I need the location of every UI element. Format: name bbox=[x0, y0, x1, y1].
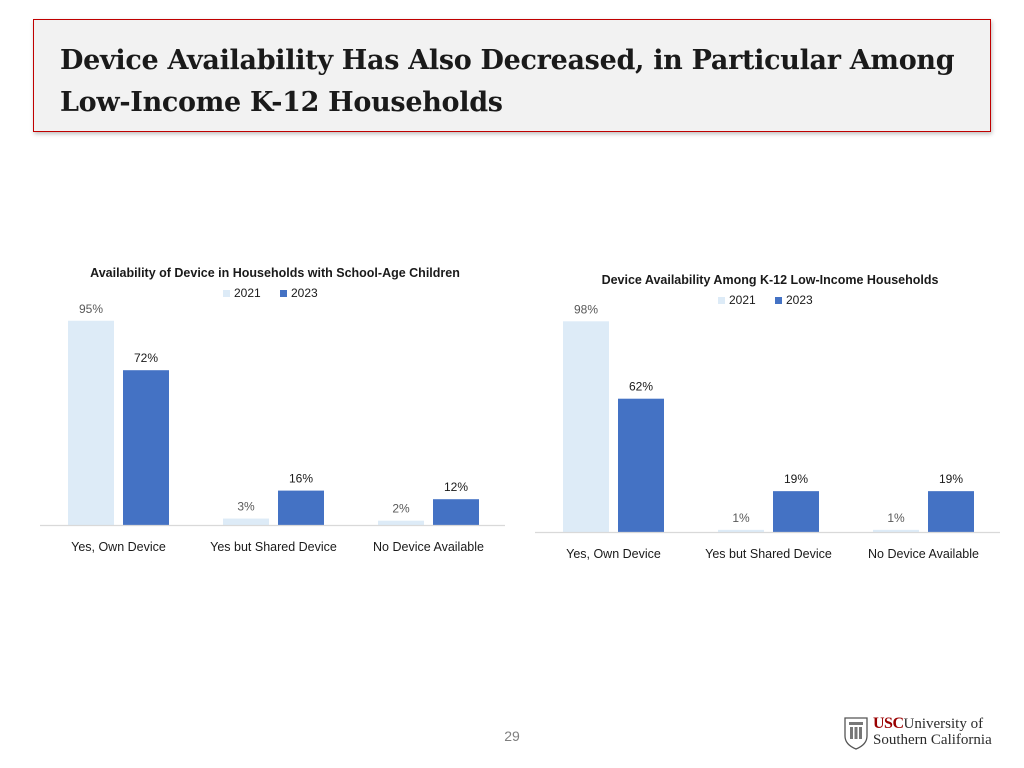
chart-1-bar-2021-1 bbox=[68, 320, 114, 525]
chart-2-bar-2021-3 bbox=[873, 529, 919, 532]
chart-2-data-label-2021-2: 1% bbox=[732, 511, 750, 525]
chart-2-data-label-2023-3: 19% bbox=[939, 472, 963, 486]
chart-1-data-label-2023-2: 16% bbox=[289, 472, 313, 486]
chart-1-data-label-2021-3: 2% bbox=[392, 502, 410, 516]
chart-2-category-label-3: No Device Available bbox=[868, 547, 979, 561]
slide-title: Device Availability Has Also Decreased, … bbox=[60, 45, 955, 118]
chart-2-legend-label-2023: 2023 bbox=[786, 293, 813, 307]
chart-1-category-label-2: Yes but Shared Device bbox=[210, 540, 337, 554]
chart-svg: Availability of Device in Households wit… bbox=[40, 266, 505, 554]
chart-2-title: Device Availability Among K-12 Low-Incom… bbox=[602, 273, 939, 287]
page-number: 29 bbox=[504, 728, 520, 744]
chart-1-bar-2023-2 bbox=[278, 490, 324, 525]
chart-2-bar-2023-1 bbox=[618, 398, 664, 532]
chart-1-data-label-2021-2: 3% bbox=[237, 500, 255, 514]
chart-1-data-label-2023-1: 72% bbox=[134, 351, 158, 365]
usc-logo: USCUniversity of Southern California bbox=[843, 716, 993, 752]
chart-2-data-label-2021-3: 1% bbox=[887, 511, 905, 525]
chart-2-data-label-2021-1: 98% bbox=[574, 302, 598, 316]
chart-1-legend-label-2023: 2023 bbox=[291, 286, 318, 300]
chart-1-bar-2021-2 bbox=[223, 518, 269, 525]
chart-1-category-label-1: Yes, Own Device bbox=[71, 540, 166, 554]
chart-2-bar-2023-2 bbox=[773, 491, 819, 532]
chart-2-bar-2021-1 bbox=[563, 321, 609, 532]
chart-2-legend-swatch-2021 bbox=[718, 297, 725, 304]
chart-1-legend-swatch-2021 bbox=[223, 290, 230, 297]
chart-2-category-label-1: Yes, Own Device bbox=[566, 547, 661, 561]
chart-1-bar-2023-1 bbox=[123, 370, 169, 525]
usc-seal-icon bbox=[844, 717, 868, 750]
chart-1-bar-2023-3 bbox=[433, 499, 479, 525]
chart-own-device-households: Availability of Device in Households wit… bbox=[35, 255, 515, 565]
chart-2-data-label-2023-2: 19% bbox=[784, 472, 808, 486]
chart-1-title: Availability of Device in Households wit… bbox=[90, 266, 460, 280]
chart-2-bar-2023-3 bbox=[928, 491, 974, 532]
chart-low-income-households: Device Availability Among K-12 Low-Incom… bbox=[530, 262, 1010, 572]
chart-1-data-label-2021-1: 95% bbox=[79, 302, 103, 316]
chart-1-legend-label-2021: 2021 bbox=[234, 286, 261, 300]
logo-line1: University of bbox=[903, 716, 984, 732]
logo-usc-text: USC bbox=[873, 715, 904, 732]
chart-1-legend-swatch-2023 bbox=[280, 290, 287, 297]
chart-1-category-label-3: No Device Available bbox=[373, 540, 484, 554]
logo-line2: Southern California bbox=[873, 732, 992, 748]
chart-2-legend-swatch-2023 bbox=[775, 297, 782, 304]
chart-svg: Device Availability Among K-12 Low-Incom… bbox=[535, 273, 1000, 561]
title-box: Device Availability Has Also Decreased, … bbox=[33, 19, 991, 132]
chart-1-data-label-2023-3: 12% bbox=[444, 480, 468, 494]
chart-1-bar-2021-3 bbox=[378, 520, 424, 525]
chart-2-category-label-2: Yes but Shared Device bbox=[705, 547, 832, 561]
chart-2-legend-label-2021: 2021 bbox=[729, 293, 756, 307]
chart-2-bar-2021-2 bbox=[718, 529, 764, 532]
chart-2-data-label-2023-1: 62% bbox=[629, 380, 653, 394]
